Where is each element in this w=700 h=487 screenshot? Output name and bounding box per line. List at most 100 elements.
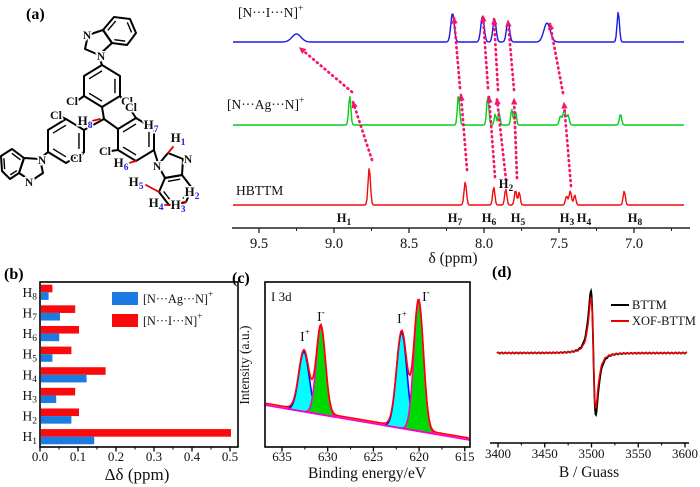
bars-cat-label-H2-sub: 2 xyxy=(32,416,37,426)
legend-swatch-1 xyxy=(112,314,138,327)
n-label-1: N xyxy=(97,51,106,63)
bar-ag-H1 xyxy=(41,436,95,445)
bars-tick-label: 0.5 xyxy=(222,449,238,464)
cl-label-5: Cl xyxy=(99,144,112,158)
bars-axis-title: Δδ (ppm) xyxy=(105,465,170,484)
bars-cat-label-H4-sub: 4 xyxy=(32,375,37,385)
nmr-peak-label-H7: H7 xyxy=(448,211,463,228)
ring-6 xyxy=(84,29,113,56)
xps-envelope xyxy=(265,298,470,439)
ring-1-double-bond xyxy=(52,124,67,134)
cl-label-0: Cl xyxy=(66,94,79,108)
bars-cat-label-H6-main: H xyxy=(23,326,33,341)
bars-cat-label-H2: H2 xyxy=(23,409,38,427)
shift-arrow-7 xyxy=(451,16,462,90)
xps-baseline xyxy=(264,404,471,441)
nmr-peak-label-H6-main: H xyxy=(482,211,492,225)
xps-peak-label-0-main: I xyxy=(300,329,305,344)
bond-5 xyxy=(153,149,159,164)
bars-legend-label-0-sup: + xyxy=(208,290,213,300)
shift-arrow-6 xyxy=(298,46,354,94)
xps-peak-label-1-main: I xyxy=(317,309,322,324)
h-bond-7 xyxy=(191,187,194,192)
h-bond-0 xyxy=(91,118,101,122)
epr-tick-label: 3600 xyxy=(672,446,698,461)
bar-i-H3 xyxy=(41,387,76,396)
h-bond-6 xyxy=(180,201,187,206)
bar-i-H7 xyxy=(41,305,76,313)
bars-cat-label-H7-main: H xyxy=(23,305,33,320)
nmr-series-label-0: [N···I···N]+ xyxy=(238,4,303,20)
bars-cat-label-H8: H8 xyxy=(23,285,38,303)
nmr-peak-label-H5-main: H xyxy=(511,211,521,225)
bar-ag-H2 xyxy=(41,416,72,424)
h-bond-4 xyxy=(145,184,160,193)
shift-arrow-1 xyxy=(458,93,469,172)
bar-i-H5 xyxy=(41,346,72,355)
xps-peak-label-2-sup: + xyxy=(402,310,407,320)
ring-2-double-bond xyxy=(122,123,137,133)
bars-legend-label-0-main: [N···Ag···N] xyxy=(143,292,208,306)
nmr-tick-label: 8.5 xyxy=(400,236,418,252)
nmr-peak-label-H2: H2 xyxy=(499,177,514,194)
h-label-H3-sub: 3 xyxy=(181,205,186,215)
xps-peak-label-1: I- xyxy=(317,308,325,324)
h-label-H4-sub: 4 xyxy=(159,203,164,213)
nmr-series-label-2-main: HBTTM xyxy=(236,183,283,198)
bond-3 xyxy=(98,56,103,66)
nmr-peak-label-H3-main: H xyxy=(560,211,570,225)
epr-tick-label: 3500 xyxy=(579,446,605,461)
nmr-peak-label-H5: H5 xyxy=(511,211,526,228)
xps-peak-label-0: I+ xyxy=(300,328,310,344)
bars-legend-label-1-sup: + xyxy=(197,312,202,322)
ring-1-double-bond xyxy=(52,148,67,158)
h-label-H4-main: H xyxy=(149,195,159,210)
bond-0 xyxy=(101,106,105,120)
ring-5-double-bond xyxy=(167,178,181,183)
xps-annotation: I 3d xyxy=(271,289,292,304)
panel-label-c: (c) xyxy=(232,270,250,287)
nmr-tick-label: 7.5 xyxy=(550,236,568,252)
bond-7 xyxy=(119,95,125,102)
bars-cat-label-H4: H4 xyxy=(23,367,38,385)
bars-cat-label-H3: H3 xyxy=(23,388,38,406)
xps-tick-label: 625 xyxy=(364,449,384,464)
nmr-peak-label-H8-main: H xyxy=(628,211,638,225)
nmr-series-label-2: HBTTM xyxy=(236,183,283,198)
legend-swatch-0 xyxy=(112,292,138,305)
bars-cat-label-H8-main: H xyxy=(23,285,33,300)
nmr-tick-label: 9.5 xyxy=(250,236,268,252)
nmr-peak-label-H4-sub: 4 xyxy=(586,218,591,228)
bars-cat-label-H6-sub: 6 xyxy=(32,334,37,344)
h-label-H1-main: H xyxy=(171,130,181,145)
bond-9 xyxy=(79,151,85,158)
ring-7 xyxy=(18,157,44,182)
bars-cat-label-H5-sub: 5 xyxy=(32,354,37,364)
ring-5-double-bond xyxy=(163,191,172,202)
h-label-H6-sub: 6 xyxy=(124,163,129,173)
nmr-peak-label-H2-sub: 2 xyxy=(508,184,513,194)
bars-cat-label-H1-main: H xyxy=(23,429,33,444)
epr-trace-XOF-BTTM xyxy=(496,295,688,409)
bar-ag-H6 xyxy=(41,333,60,342)
h-label-H2-sub: 2 xyxy=(195,192,200,202)
panel-label-a: (a) xyxy=(26,6,45,23)
bar-i-H6 xyxy=(41,325,79,334)
h-label-H2-main: H xyxy=(185,184,195,199)
nmr-peak-label-H7-main: H xyxy=(448,211,458,225)
bar-ag-H7 xyxy=(41,312,60,321)
bars-cat-label-H7: H7 xyxy=(23,305,38,323)
h-label-H8-main: H xyxy=(78,113,88,128)
epr-axis-title: B / Guass xyxy=(559,464,619,481)
n-label-0: N xyxy=(83,30,92,42)
bar-i-H8 xyxy=(41,284,53,293)
h-label-H7: H7 xyxy=(144,117,159,135)
shift-arrow-9 xyxy=(491,17,500,92)
cl-label-1: Cl xyxy=(121,94,134,108)
nmr-peak-label-H7-sub: 7 xyxy=(457,218,462,228)
h-label-H5-sub: 5 xyxy=(139,182,144,192)
h-label-H1-sub: 1 xyxy=(181,138,186,148)
bond-4 xyxy=(41,151,49,158)
